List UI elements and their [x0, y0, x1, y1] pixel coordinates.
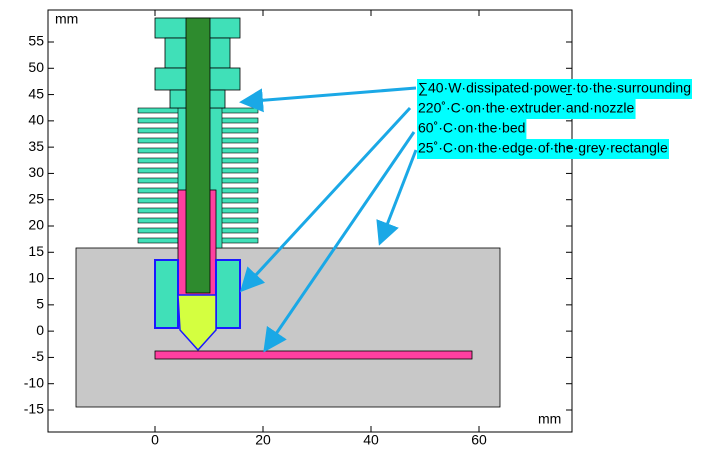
- x-tick-label: 40: [363, 432, 379, 448]
- annotation: ∑40·W·dissipated·power·to·the·surroundin…: [418, 80, 691, 96]
- y-tick-label: 25: [28, 190, 44, 206]
- arrows: [239, 86, 418, 353]
- annotations: ∑40·W·dissipated·power·to·the·surroundin…: [417, 79, 692, 159]
- x-tick-label: 60: [471, 432, 487, 448]
- arrow: [376, 149, 418, 246]
- annotation: 60˚·C·on·the·bed: [418, 120, 525, 136]
- nozzle: [177, 294, 217, 352]
- y-tick-label: -15: [24, 401, 44, 417]
- heater-right: [215, 259, 241, 329]
- y-tick-label: 10: [28, 269, 44, 285]
- grey-rectangle: [75, 247, 501, 408]
- y-tick-label: 40: [28, 112, 44, 128]
- y-tick-label: 20: [28, 217, 44, 233]
- arrow: [239, 106, 412, 293]
- y-unit: mm: [55, 11, 78, 27]
- y-tick-label: 30: [28, 164, 44, 180]
- y-tick-label: -5: [32, 348, 45, 364]
- annotation-highlight: [417, 139, 669, 159]
- x-tick-label: 0: [151, 432, 159, 448]
- arrow: [263, 131, 416, 353]
- annotation: 25˚·C·on·the·edge·of·the·grey·rectangle: [418, 140, 668, 156]
- y-tick-label: 45: [28, 85, 44, 101]
- annotation: 220˚·C·on·the·extruder·and·nozzle: [418, 100, 635, 116]
- x-unit: mm: [538, 411, 561, 427]
- y-tick-label: 0: [36, 322, 44, 338]
- y-tick-label: 15: [28, 243, 44, 259]
- y-tick-label: 35: [28, 138, 44, 154]
- x-tick-label: 20: [255, 432, 271, 448]
- filament-tube: [185, 17, 211, 294]
- y-tick-label: 5: [36, 296, 44, 312]
- annotation-highlight: [417, 99, 636, 119]
- y-tick-label: 50: [28, 59, 44, 75]
- heater-left: [154, 259, 179, 329]
- bed: [154, 350, 473, 360]
- y-tick-label: -10: [24, 374, 44, 390]
- y-tick-label: 55: [28, 33, 44, 49]
- annotation-highlight: [417, 119, 527, 139]
- geometry: [75, 17, 501, 408]
- annotation-highlight: [417, 79, 692, 99]
- arrow: [239, 86, 417, 113]
